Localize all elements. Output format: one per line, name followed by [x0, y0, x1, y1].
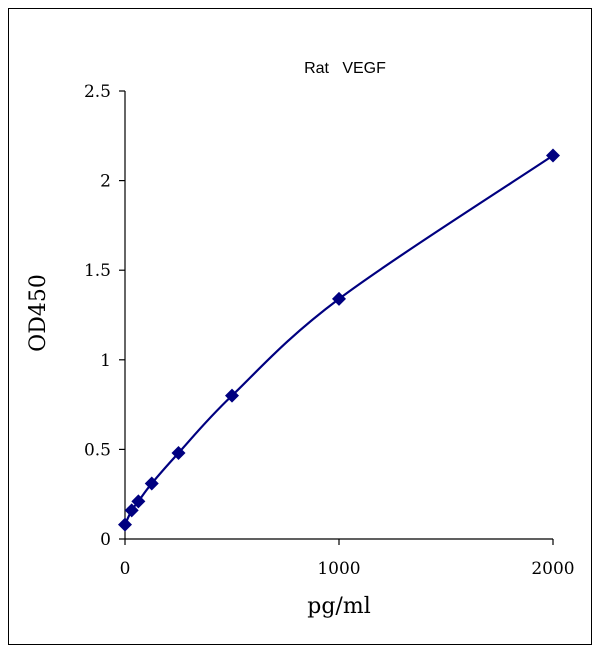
data-point-diamond: [124, 503, 139, 518]
data-point-diamond: [171, 445, 186, 460]
y-tick-label: 1: [100, 351, 111, 371]
y-tick-label: 0.5: [84, 440, 111, 460]
y-tick-label: 0: [100, 530, 111, 550]
axes: 0 0.5 1 1.5 2 2.5 0 1000 2000: [84, 82, 575, 579]
data-points: [118, 148, 560, 532]
standard-curve-line: [124, 154, 554, 526]
data-point-diamond: [144, 476, 159, 491]
y-tick-label: 2.5: [84, 82, 111, 102]
data-point-diamond: [118, 517, 132, 532]
y-axis-label: OD450: [26, 274, 51, 352]
x-axis-label: pg/ml: [307, 594, 370, 619]
chart-title: Rat VEGF: [304, 60, 386, 77]
data-point-diamond: [225, 388, 239, 403]
data-point-diamond: [546, 148, 560, 163]
y-tick-label: 1.5: [84, 261, 111, 281]
x-tick-label: 0: [120, 559, 131, 579]
x-tick-label: 1000: [317, 559, 360, 579]
data-point-diamond: [131, 494, 146, 509]
y-tick-label: 2: [100, 172, 111, 192]
data-point-diamond: [332, 291, 346, 306]
x-axis-ticks: 0 1000 2000: [120, 539, 575, 579]
x-tick-label: 2000: [531, 559, 574, 579]
y-axis-ticks: 0 0.5 1 1.5 2 2.5: [84, 82, 125, 550]
